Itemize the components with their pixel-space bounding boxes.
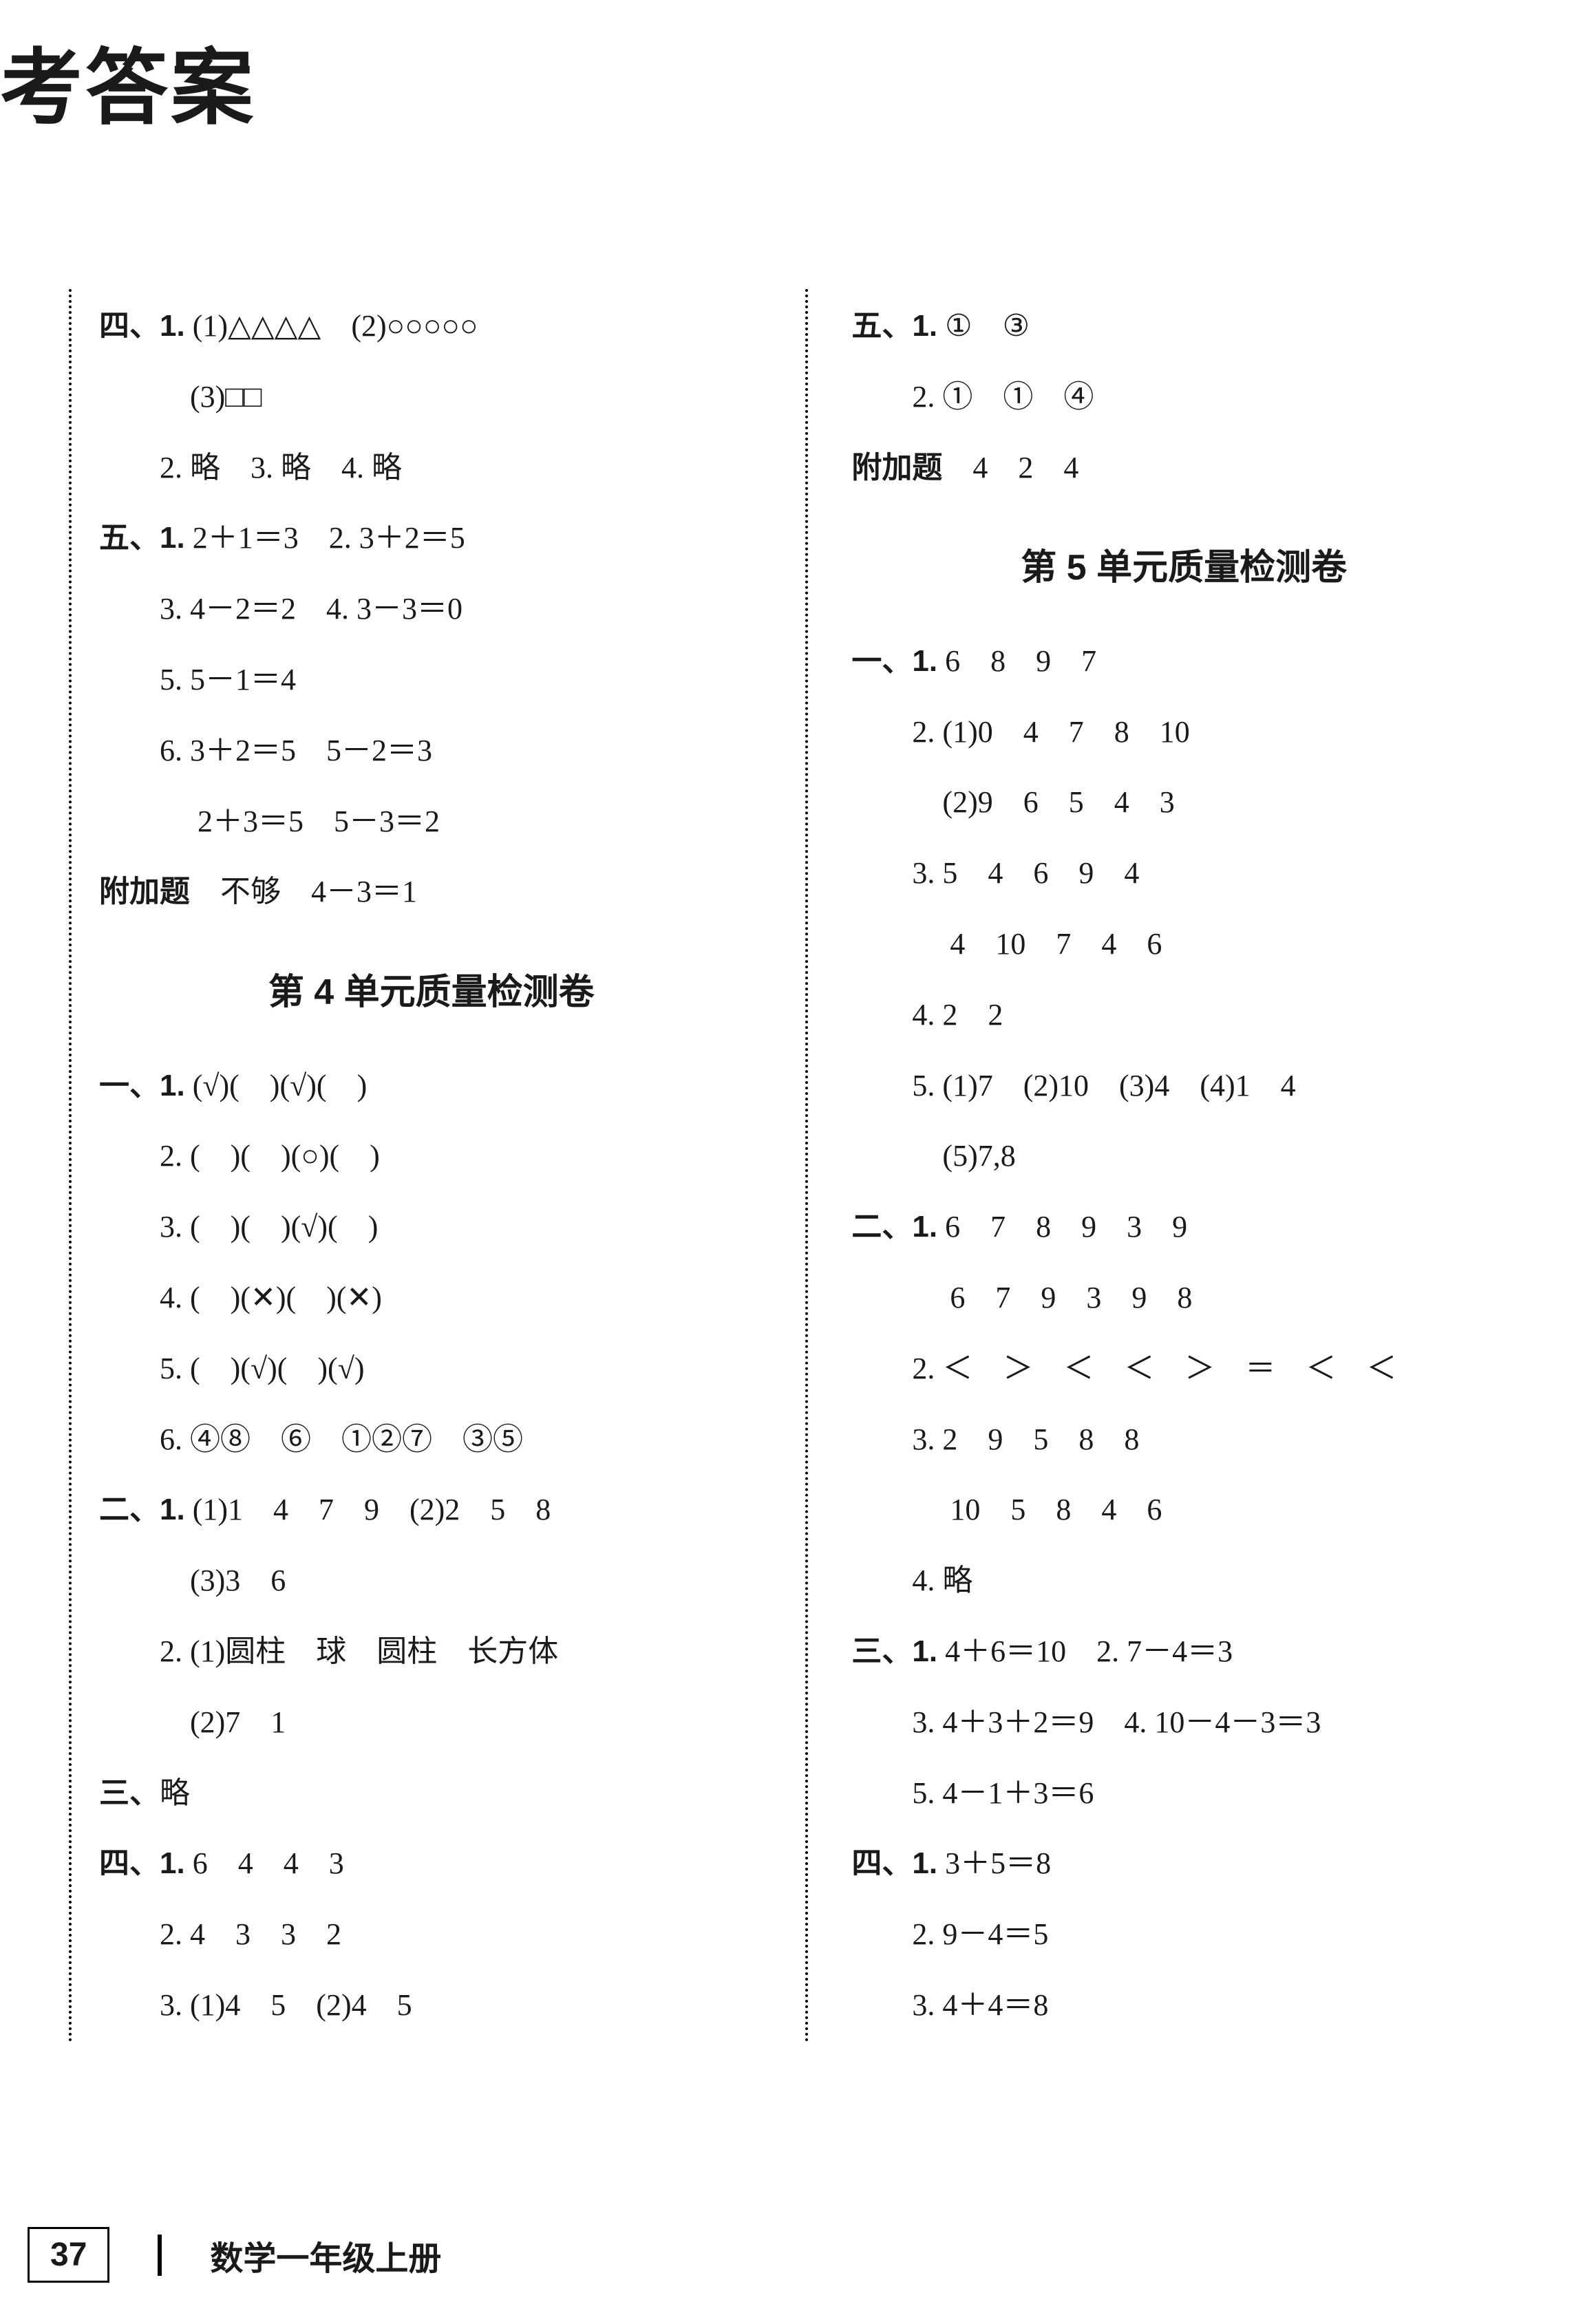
answer-line: 4. ( )(✕)( )(✕) [99,1265,764,1332]
answer-line: 2. ( )( )(○)( ) [99,1123,764,1190]
label: 二、1. [851,1210,937,1244]
answer-line: 四、1. 3＋5＝8 [851,1831,1516,1897]
answer-line: 5. (1)7 (2)10 (3)4 (4)1 4 [851,1053,1516,1120]
answer-line: 3. (1)4 5 (2)4 5 [99,1972,764,2039]
label: 一、1. [851,644,937,678]
label: 五、1. [99,521,185,555]
page: 考答案 四、1. (1)△△△△ (2)○○○○○ (3)□□ 2. 略 3. … [0,0,1585,2324]
text: 6 8 9 7 [937,644,1096,678]
right-column: 五、1. ① ③ 2. ① ① ④ 附加题 4 2 4 第 5 单元质量检测卷 … [851,289,1516,2043]
answer-line: 3. 4－2＝2 4. 3－3＝0 [99,576,764,643]
answer-line: 2. 4 3 3 2 [99,1901,764,1968]
answer-line: 2. (1)圆柱 球 圆柱 长方体 [99,1619,764,1685]
answer-line: (3)3 6 [99,1548,764,1614]
left-column: 四、1. (1)△△△△ (2)○○○○○ (3)□□ 2. 略 3. 略 4.… [69,289,764,2043]
answer-line: 3. 4＋3＋2＝9 4. 10－4－3＝3 [851,1689,1516,1756]
content-columns: 四、1. (1)△△△△ (2)○○○○○ (3)□□ 2. 略 3. 略 4.… [69,289,1516,2043]
answer-line: 一、1. (√)( )(√)( ) [99,1053,764,1120]
answer-line: 2. 略 3. 略 4. 略 [99,435,764,502]
answer-line: 6. ④⑧ ⑥ ①②⑦ ③⑤ [99,1407,764,1473]
text: (√)( )(√)( ) [185,1069,368,1102]
answer-line: 附加题 不够 4－3＝1 [99,859,764,926]
label: 三、 [99,1776,160,1810]
answer-line: 五、1. ① ③ [851,293,1516,360]
answer-line: 四、1. (1)△△△△ (2)○○○○○ [99,293,764,360]
label: 四、1. [851,1846,937,1880]
answer-line: 3. 5 4 6 9 4 [851,840,1516,907]
answer-line: 2. 9－4＝5 [851,1901,1516,1968]
answer-line: 5. 4－1＋3＝6 [851,1760,1516,1827]
answer-line: 3. ( )( )(√)( ) [99,1194,764,1261]
answer-line: 五、1. 2＋1＝3 2. 3＋2＝5 [99,505,764,572]
answer-line: 10 5 8 4 6 [851,1477,1516,1544]
label: 三、1. [851,1634,937,1668]
label: 附加题 [99,875,190,908]
label: 附加题 [851,451,942,484]
answer-line: 2. (1)0 4 7 8 10 [851,699,1516,766]
page-number: 37 [28,2227,109,2283]
text: (1)△△△△ (2)○○○○○ [185,309,478,343]
label: 二、1. [99,1493,185,1526]
answer-line: 2. ＜ ＞ ＜ ＜ ＞ ＝ ＜ ＜ [851,1336,1516,1403]
text: 3＋5＝8 [937,1846,1051,1880]
answer-line: 5. ( )(√)( )(√) [99,1336,764,1403]
text: (1)1 4 7 9 (2)2 5 8 [185,1493,551,1526]
answer-line: 附加题 4 2 4 [851,435,1516,502]
text: 不够 4－3＝1 [190,875,417,908]
answer-line: 4. 2 2 [851,982,1516,1049]
answer-line: 6. 3＋2＝5 5－2＝3 [99,718,764,785]
answer-line: 3. 4＋4＝8 [851,1972,1516,2039]
answer-line: 6 7 9 3 9 8 [851,1265,1516,1332]
footer-separator [158,2235,162,2276]
unit-heading: 第 4 单元质量检测卷 [99,953,764,1032]
text: 4 2 4 [942,451,1078,484]
answer-line: 三、略 [99,1760,764,1827]
answer-line: 二、1. (1)1 4 7 9 (2)2 5 8 [99,1477,764,1544]
page-title: 考答案 [0,21,256,140]
answer-line: 4 10 7 4 6 [851,911,1516,978]
answer-line: 5. 5－1＝4 [99,647,764,714]
answer-line: 4. 略 [851,1548,1516,1614]
text: 略 [160,1776,190,1810]
label: 一、1. [99,1069,185,1102]
text: 6 7 8 9 3 9 [937,1210,1187,1244]
answer-line: (3)□□ [99,364,764,431]
answer-line: 三、1. 4＋6＝10 2. 7－4＝3 [851,1619,1516,1685]
answer-line: (2)7 1 [99,1689,764,1756]
column-divider [805,289,811,2043]
answer-line: (2)9 6 5 4 3 [851,769,1516,836]
answer-line: 2. ① ① ④ [851,364,1516,431]
answer-line: 二、1. 6 7 8 9 3 9 [851,1194,1516,1261]
answer-line: 2＋3＝5 5－3＝2 [99,789,764,855]
page-footer: 37 数学一年级上册 [28,2227,441,2283]
text: 2＋1＝3 2. 3＋2＝5 [185,521,465,555]
text: ① ③ [937,309,1030,343]
answer-line: 四、1. 6 4 4 3 [99,1831,764,1897]
text: 4＋6＝10 2. 7－4＝3 [937,1634,1233,1668]
label: 五、1. [851,309,937,343]
label: 四、1. [99,309,185,343]
answer-line: 一、1. 6 8 9 7 [851,628,1516,695]
unit-heading: 第 5 单元质量检测卷 [851,529,1516,607]
label: 四、1. [99,1846,185,1880]
book-title: 数学一年级上册 [210,2231,441,2279]
answer-line: (5)7,8 [851,1123,1516,1190]
answer-line: 3. 2 9 5 8 8 [851,1407,1516,1473]
text: 6 4 4 3 [185,1846,344,1880]
